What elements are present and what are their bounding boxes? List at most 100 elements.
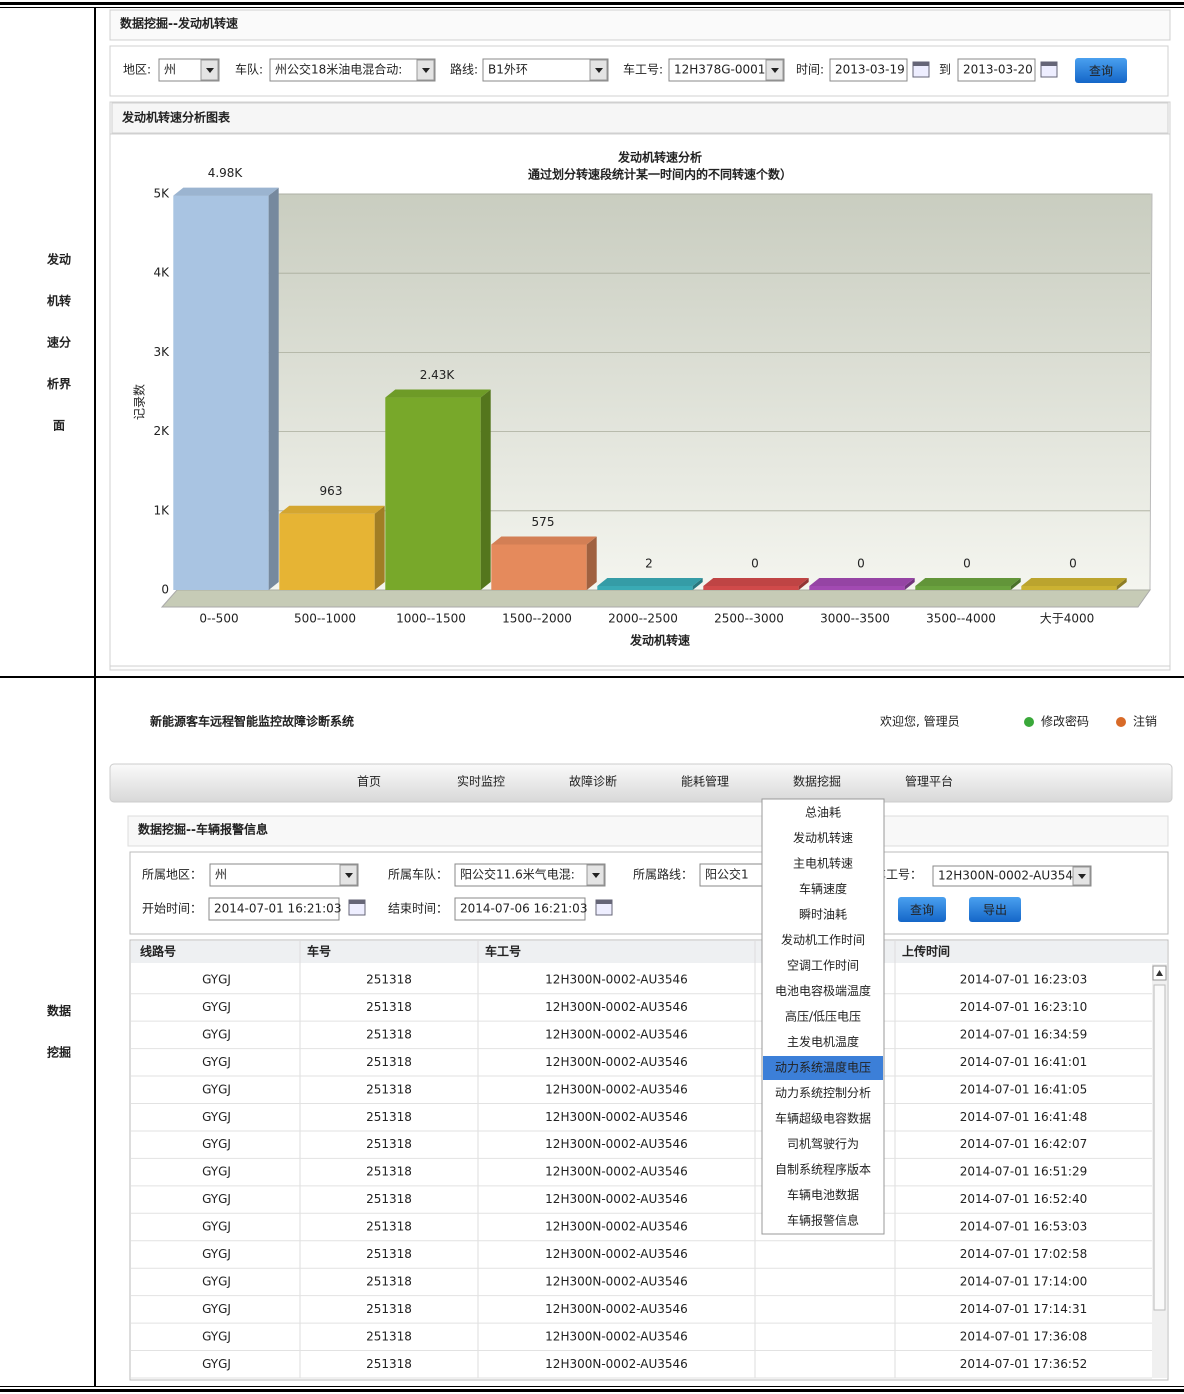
bar bbox=[809, 586, 905, 590]
filter-label: 车队: bbox=[235, 62, 263, 77]
filter-label: 结束时间： bbox=[388, 902, 448, 916]
dropdown-arrow bbox=[592, 873, 600, 878]
menu-item[interactable]: 车辆速度 bbox=[799, 881, 847, 896]
table-cell: 2014-07-01 17:36:52 bbox=[960, 1357, 1087, 1371]
status-dot bbox=[1116, 717, 1126, 727]
filter-value: 州公交18米油电混合动: bbox=[275, 62, 402, 77]
bar bbox=[1021, 586, 1117, 590]
table-cell: 12H300N-0002-AU3546 bbox=[545, 1274, 688, 1288]
section-title: 发动机转速分析图表 bbox=[121, 110, 231, 125]
x-axis-label: 发动机转速 bbox=[629, 633, 690, 648]
table-cell: 12H300N-0002-AU3546 bbox=[545, 1165, 688, 1179]
row-label: 发动 bbox=[46, 252, 71, 267]
filter-value: 12H300N-0002-AU3546 bbox=[938, 869, 1081, 883]
status-dot bbox=[1024, 717, 1034, 727]
column-header: 线路号 bbox=[140, 944, 176, 959]
row-label: 数据 bbox=[47, 1003, 71, 1018]
table-cell: 12H300N-0002-AU3546 bbox=[545, 973, 688, 987]
change-password[interactable]: 修改密码 bbox=[1041, 714, 1089, 729]
menu-item[interactable]: 总油耗 bbox=[805, 806, 841, 820]
row-label: 速分 bbox=[47, 335, 71, 350]
menu-item[interactable]: 发动机转速 bbox=[793, 830, 853, 845]
x-tick-label: 1000--1500 bbox=[396, 612, 466, 626]
table-cell: 251318 bbox=[366, 1137, 412, 1151]
table-cell: GYGJ bbox=[202, 1329, 231, 1343]
table-cell: GYGJ bbox=[202, 973, 231, 987]
table-cell: 251318 bbox=[366, 1274, 412, 1288]
table-cell: GYGJ bbox=[202, 1027, 231, 1041]
query-button[interactable] bbox=[1075, 58, 1127, 83]
filter-label: 所属地区： bbox=[142, 868, 202, 882]
y-tick-label: 3K bbox=[153, 345, 170, 359]
filter-label: 地区: bbox=[123, 63, 151, 77]
menu-item[interactable]: 瞬时油耗 bbox=[799, 908, 847, 922]
menu-item[interactable]: 动力系统控制分析 bbox=[775, 1086, 871, 1100]
export-button[interactable] bbox=[969, 897, 1021, 922]
x-tick-label: 2000--2500 bbox=[608, 612, 678, 626]
logout[interactable]: 注销 bbox=[1133, 714, 1157, 729]
menu-item[interactable]: 空调工作时间 bbox=[787, 959, 859, 973]
y-tick-label: 0 bbox=[161, 583, 169, 597]
bar-top bbox=[597, 578, 703, 586]
table-cell: 251318 bbox=[366, 973, 412, 987]
y-axis-label: 记录数 bbox=[132, 384, 147, 420]
row-label: 面 bbox=[53, 419, 65, 433]
menu-item[interactable]: 动力系统温度电压 bbox=[775, 1060, 871, 1075]
nav-item[interactable]: 数据挖掘 bbox=[793, 774, 841, 789]
filter-value-box bbox=[932, 865, 1092, 887]
table-cell: 2014-07-01 16:23:10 bbox=[960, 1000, 1087, 1014]
value-label: 0 bbox=[857, 557, 865, 571]
nav-item[interactable]: 实时监控 bbox=[457, 774, 505, 789]
row-label: 机转 bbox=[47, 293, 71, 308]
column-header: 上传时间 bbox=[902, 944, 950, 959]
table-cell: 12H300N-0002-AU3546 bbox=[545, 1329, 688, 1343]
filter-value-box bbox=[209, 863, 359, 887]
x-tick-label: 3000--3500 bbox=[820, 612, 890, 626]
dropdown-arrow bbox=[206, 68, 214, 73]
bar-side bbox=[904, 578, 915, 590]
table-cell: 251318 bbox=[366, 1329, 412, 1343]
value-label: 963 bbox=[320, 484, 343, 498]
nav-item[interactable]: 首页 bbox=[357, 775, 381, 789]
table-cell: 12H300N-0002-AU3546 bbox=[545, 1110, 688, 1124]
calendar-icon bbox=[913, 62, 929, 66]
menu-item[interactable]: 自制系统程序版本 bbox=[775, 1162, 871, 1177]
nav-item[interactable]: 故障诊断 bbox=[569, 774, 617, 789]
filter-label: 车工号： bbox=[874, 867, 922, 882]
table-cell: 251318 bbox=[366, 1027, 412, 1041]
dropdown-arrow bbox=[595, 68, 603, 73]
menu-item[interactable]: 车辆电池数据 bbox=[787, 1187, 859, 1202]
dropdown-arrow bbox=[771, 68, 779, 73]
query-button[interactable] bbox=[898, 897, 946, 922]
menu-item[interactable]: 主电机转速 bbox=[793, 856, 853, 871]
filter-label: 到 bbox=[939, 63, 951, 77]
column-header: 车工号 bbox=[485, 944, 521, 959]
table-cell: 12H300N-0002-AU3546 bbox=[545, 1192, 688, 1206]
x-tick-label: 2500--3000 bbox=[714, 612, 784, 626]
menu-item[interactable]: 发动机工作时间 bbox=[781, 932, 865, 947]
x-tick-label: 大于4000 bbox=[1040, 612, 1095, 626]
breadcrumb: 数据挖掘--车辆报警信息 bbox=[138, 822, 268, 837]
nav-item[interactable]: 管理平台 bbox=[905, 774, 953, 789]
filter-value: 2014-07-06 16:21:03 bbox=[460, 902, 587, 916]
welcome: 欢迎您, 管理员 bbox=[880, 714, 960, 729]
filter-label: 所属车队： bbox=[388, 867, 448, 882]
table-cell: 2014-07-01 16:51:29 bbox=[960, 1165, 1087, 1179]
menu-item[interactable]: 车辆超级电容数据 bbox=[775, 1111, 871, 1126]
filter-value-box bbox=[208, 897, 340, 921]
table-cell: GYGJ bbox=[202, 1302, 231, 1316]
filter-value-box bbox=[482, 58, 609, 82]
value-label: 0 bbox=[751, 557, 759, 571]
menu-item[interactable]: 电池电容极端温度 bbox=[775, 983, 871, 998]
table-cell: 12H300N-0002-AU3546 bbox=[545, 1357, 688, 1371]
table-cell: 12H300N-0002-AU3546 bbox=[545, 1220, 688, 1234]
menu-item[interactable]: 主发电机温度 bbox=[787, 1034, 859, 1049]
filter-value-box bbox=[957, 58, 1036, 82]
menu-item[interactable]: 车辆报警信息 bbox=[787, 1213, 859, 1228]
table-cell: 2014-07-01 17:36:08 bbox=[960, 1329, 1087, 1343]
menu-item[interactable]: 司机驾驶行为 bbox=[787, 1136, 859, 1151]
menu-item[interactable]: 高压/低压电压 bbox=[785, 1009, 861, 1024]
y-tick-label: 2K bbox=[153, 424, 170, 438]
nav-item[interactable]: 能耗管理 bbox=[681, 774, 729, 789]
